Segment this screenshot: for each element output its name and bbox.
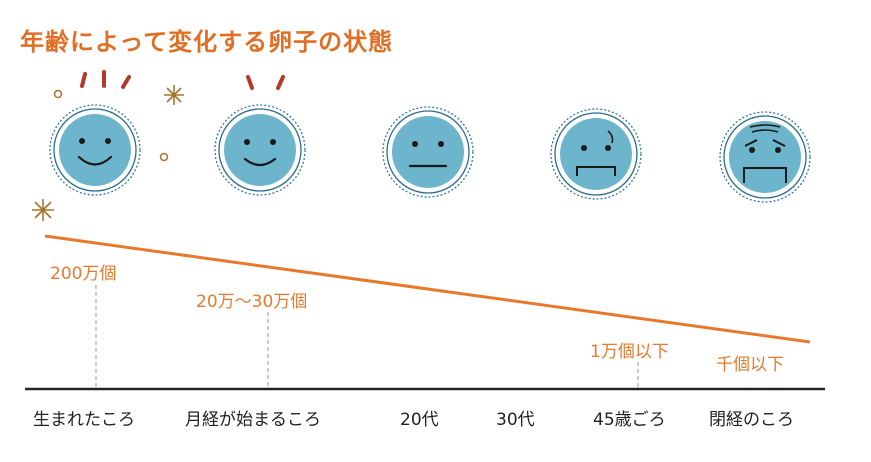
age-label-20s: 20代 (400, 410, 439, 430)
age-label-30s: 30代 (496, 410, 535, 430)
face-newborn (49, 104, 141, 196)
decor-marks (32, 70, 285, 221)
age-label-menarche: 月経が始まるころ (185, 410, 321, 430)
face-45 (550, 108, 642, 200)
age-label-newborn: 生まれたころ (33, 410, 135, 430)
leader-lines (95, 285, 639, 388)
trend-line (44, 234, 811, 344)
age-label-menopause: 閉経のころ (709, 410, 794, 430)
face-menopause (719, 111, 811, 203)
count-label-menarche: 20万〜30万個 (196, 292, 308, 312)
face-20s-30s (382, 106, 474, 198)
count-label-45: 1万個以下 (590, 342, 669, 362)
count-label-newborn: 200万個 (50, 264, 117, 284)
diagram-title: 年齢によって変化する卵子の状態 (20, 28, 394, 56)
face-menarche (214, 104, 306, 196)
count-label-menopause: 千個以下 (716, 355, 784, 375)
age-label-45: 45歳ごろ (593, 410, 666, 430)
